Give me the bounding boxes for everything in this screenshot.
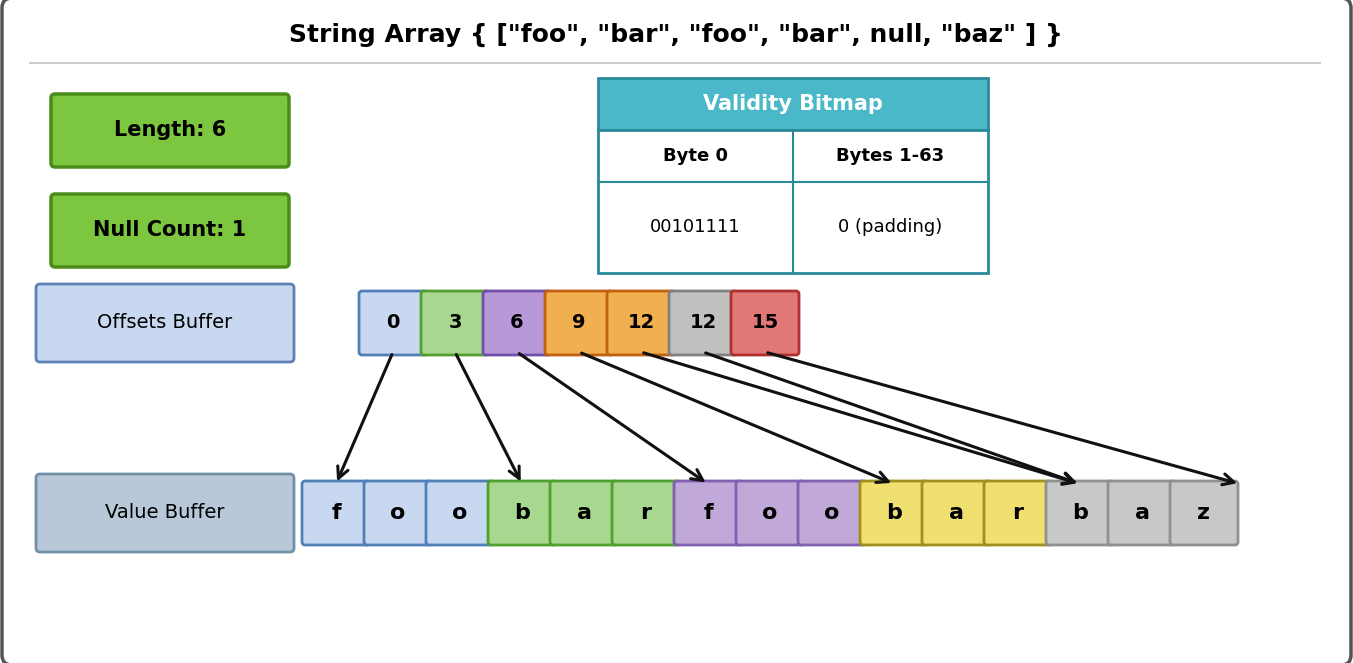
Text: 00101111: 00101111 xyxy=(651,219,741,237)
FancyBboxPatch shape xyxy=(861,481,928,545)
FancyBboxPatch shape xyxy=(483,291,551,355)
Text: Offsets Buffer: Offsets Buffer xyxy=(97,314,233,333)
Text: 9: 9 xyxy=(572,314,586,333)
Text: 0: 0 xyxy=(387,314,399,333)
Text: Length: 6: Length: 6 xyxy=(114,121,226,141)
Text: 3: 3 xyxy=(448,314,461,333)
FancyBboxPatch shape xyxy=(984,481,1053,545)
Text: b: b xyxy=(1072,503,1088,523)
Text: Null Count: 1: Null Count: 1 xyxy=(93,221,246,241)
Text: b: b xyxy=(514,503,530,523)
Text: Value Buffer: Value Buffer xyxy=(106,503,225,522)
FancyBboxPatch shape xyxy=(51,94,290,167)
FancyBboxPatch shape xyxy=(37,474,294,552)
FancyBboxPatch shape xyxy=(364,481,432,545)
FancyBboxPatch shape xyxy=(1108,481,1176,545)
FancyBboxPatch shape xyxy=(545,291,613,355)
Text: z: z xyxy=(1197,503,1211,523)
FancyBboxPatch shape xyxy=(798,481,866,545)
Text: Validity Bitmap: Validity Bitmap xyxy=(704,94,884,114)
Text: 6: 6 xyxy=(510,314,524,333)
Text: a: a xyxy=(1135,503,1150,523)
Text: a: a xyxy=(576,503,591,523)
FancyBboxPatch shape xyxy=(551,481,618,545)
FancyBboxPatch shape xyxy=(1046,481,1114,545)
Text: 15: 15 xyxy=(751,314,778,333)
Text: String Array { ["foo", "bar", "foo", "bar", null, "baz" ] }: String Array { ["foo", "bar", "foo", "ba… xyxy=(290,23,1063,47)
Bar xyxy=(598,130,988,273)
FancyBboxPatch shape xyxy=(51,194,290,267)
FancyBboxPatch shape xyxy=(421,291,488,355)
Text: o: o xyxy=(452,503,468,523)
FancyBboxPatch shape xyxy=(731,291,800,355)
Text: f: f xyxy=(331,503,341,523)
FancyBboxPatch shape xyxy=(736,481,804,545)
Text: o: o xyxy=(762,503,778,523)
Text: Bytes 1-63: Bytes 1-63 xyxy=(836,147,944,165)
FancyBboxPatch shape xyxy=(921,481,990,545)
FancyBboxPatch shape xyxy=(674,481,741,545)
Text: 12: 12 xyxy=(690,314,717,333)
FancyBboxPatch shape xyxy=(598,78,988,130)
FancyBboxPatch shape xyxy=(668,291,737,355)
FancyBboxPatch shape xyxy=(426,481,494,545)
FancyBboxPatch shape xyxy=(359,291,428,355)
FancyBboxPatch shape xyxy=(488,481,556,545)
Text: 12: 12 xyxy=(628,314,655,333)
Text: o: o xyxy=(824,503,840,523)
Text: o: o xyxy=(390,503,406,523)
Text: b: b xyxy=(886,503,902,523)
FancyBboxPatch shape xyxy=(302,481,369,545)
Text: Byte 0: Byte 0 xyxy=(663,147,728,165)
Text: r: r xyxy=(640,503,652,523)
FancyBboxPatch shape xyxy=(607,291,675,355)
FancyBboxPatch shape xyxy=(37,284,294,362)
Text: 0 (padding): 0 (padding) xyxy=(839,219,943,237)
Text: f: f xyxy=(704,503,713,523)
Text: a: a xyxy=(948,503,963,523)
FancyBboxPatch shape xyxy=(612,481,681,545)
Text: r: r xyxy=(1012,503,1023,523)
FancyBboxPatch shape xyxy=(1170,481,1238,545)
